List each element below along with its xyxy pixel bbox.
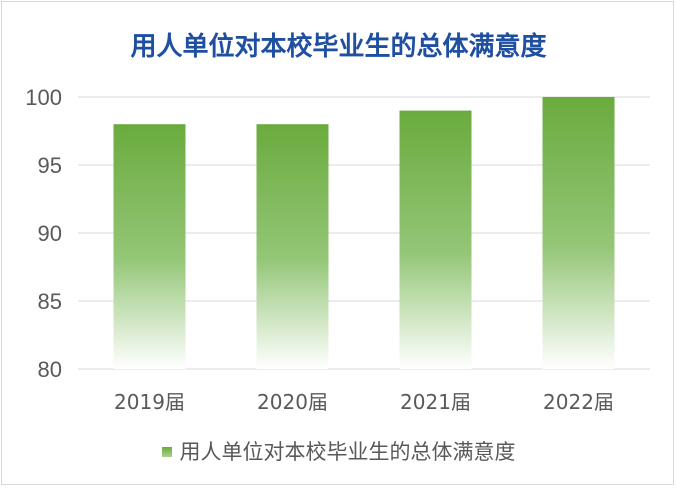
x-tick-label: 2019届: [114, 390, 185, 414]
legend-label: 用人单位对本校毕业生的总体满意度: [179, 440, 516, 464]
bar-2022届: [542, 97, 615, 369]
x-axis-ticks: 2019届 2020届 2021届 2022届: [114, 390, 614, 414]
y-tick-label: 90: [38, 221, 62, 246]
legend: 用人单位对本校毕业生的总体满意度: [0, 436, 677, 466]
chart-title: 用人单位对本校毕业生的总体满意度: [130, 32, 547, 62]
x-tick-label: 2020届: [257, 390, 328, 414]
y-axis-ticks: 80 85 90 95 100: [25, 85, 62, 382]
bars: [113, 97, 615, 369]
y-tick-label: 85: [38, 289, 62, 314]
x-tick-label: 2022届: [543, 390, 614, 414]
y-tick-label: 100: [25, 85, 62, 110]
bar-2019届: [113, 124, 186, 369]
x-tick-label: 2021届: [400, 390, 471, 414]
bar-2020届: [256, 124, 329, 369]
y-tick-label: 80: [38, 357, 62, 382]
legend-swatch: [161, 447, 172, 457]
bar-2021届: [399, 110, 472, 369]
y-tick-label: 95: [38, 153, 62, 178]
